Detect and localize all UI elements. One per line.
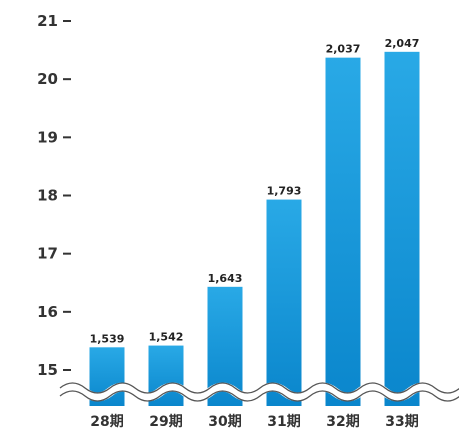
y-tick-label: 15 bbox=[37, 361, 58, 379]
break-band bbox=[57, 382, 459, 402]
data-labels: 1,539 1,542 1,643 1,793 2,037 2,047 bbox=[90, 37, 420, 345]
y-tick-label: 16 bbox=[37, 303, 58, 321]
y-tick-label: 17 bbox=[37, 245, 58, 263]
data-label: 1,793 bbox=[267, 185, 302, 198]
bar bbox=[384, 51, 420, 406]
data-label: 1,539 bbox=[90, 332, 125, 345]
x-axis-labels: 28期 29期 30期 31期 32期 33期 bbox=[90, 414, 418, 430]
bar bbox=[266, 199, 302, 406]
y-axis: 15 16 17 18 19 20 21 bbox=[37, 12, 71, 379]
break-line-lower bbox=[59, 390, 459, 402]
y-tick-label: 18 bbox=[37, 187, 58, 205]
y-tick-label: 19 bbox=[37, 128, 58, 146]
data-label: 1,542 bbox=[149, 331, 184, 344]
bars bbox=[89, 51, 420, 407]
y-tick-label: 20 bbox=[37, 70, 58, 88]
x-tick-label: 30期 bbox=[208, 414, 241, 430]
x-tick-label: 32期 bbox=[326, 414, 359, 430]
x-tick-label: 29期 bbox=[149, 414, 182, 430]
bar bbox=[325, 57, 361, 407]
data-label: 1,643 bbox=[208, 272, 243, 285]
x-tick-label: 28期 bbox=[90, 414, 123, 430]
data-label: 2,047 bbox=[385, 37, 420, 50]
y-tick-label: 21 bbox=[37, 12, 58, 30]
x-tick-label: 31期 bbox=[267, 414, 300, 430]
axis-break bbox=[57, 382, 459, 402]
x-tick-label: 33期 bbox=[385, 414, 418, 430]
data-label: 2,037 bbox=[326, 43, 361, 56]
break-line-upper bbox=[59, 382, 459, 394]
